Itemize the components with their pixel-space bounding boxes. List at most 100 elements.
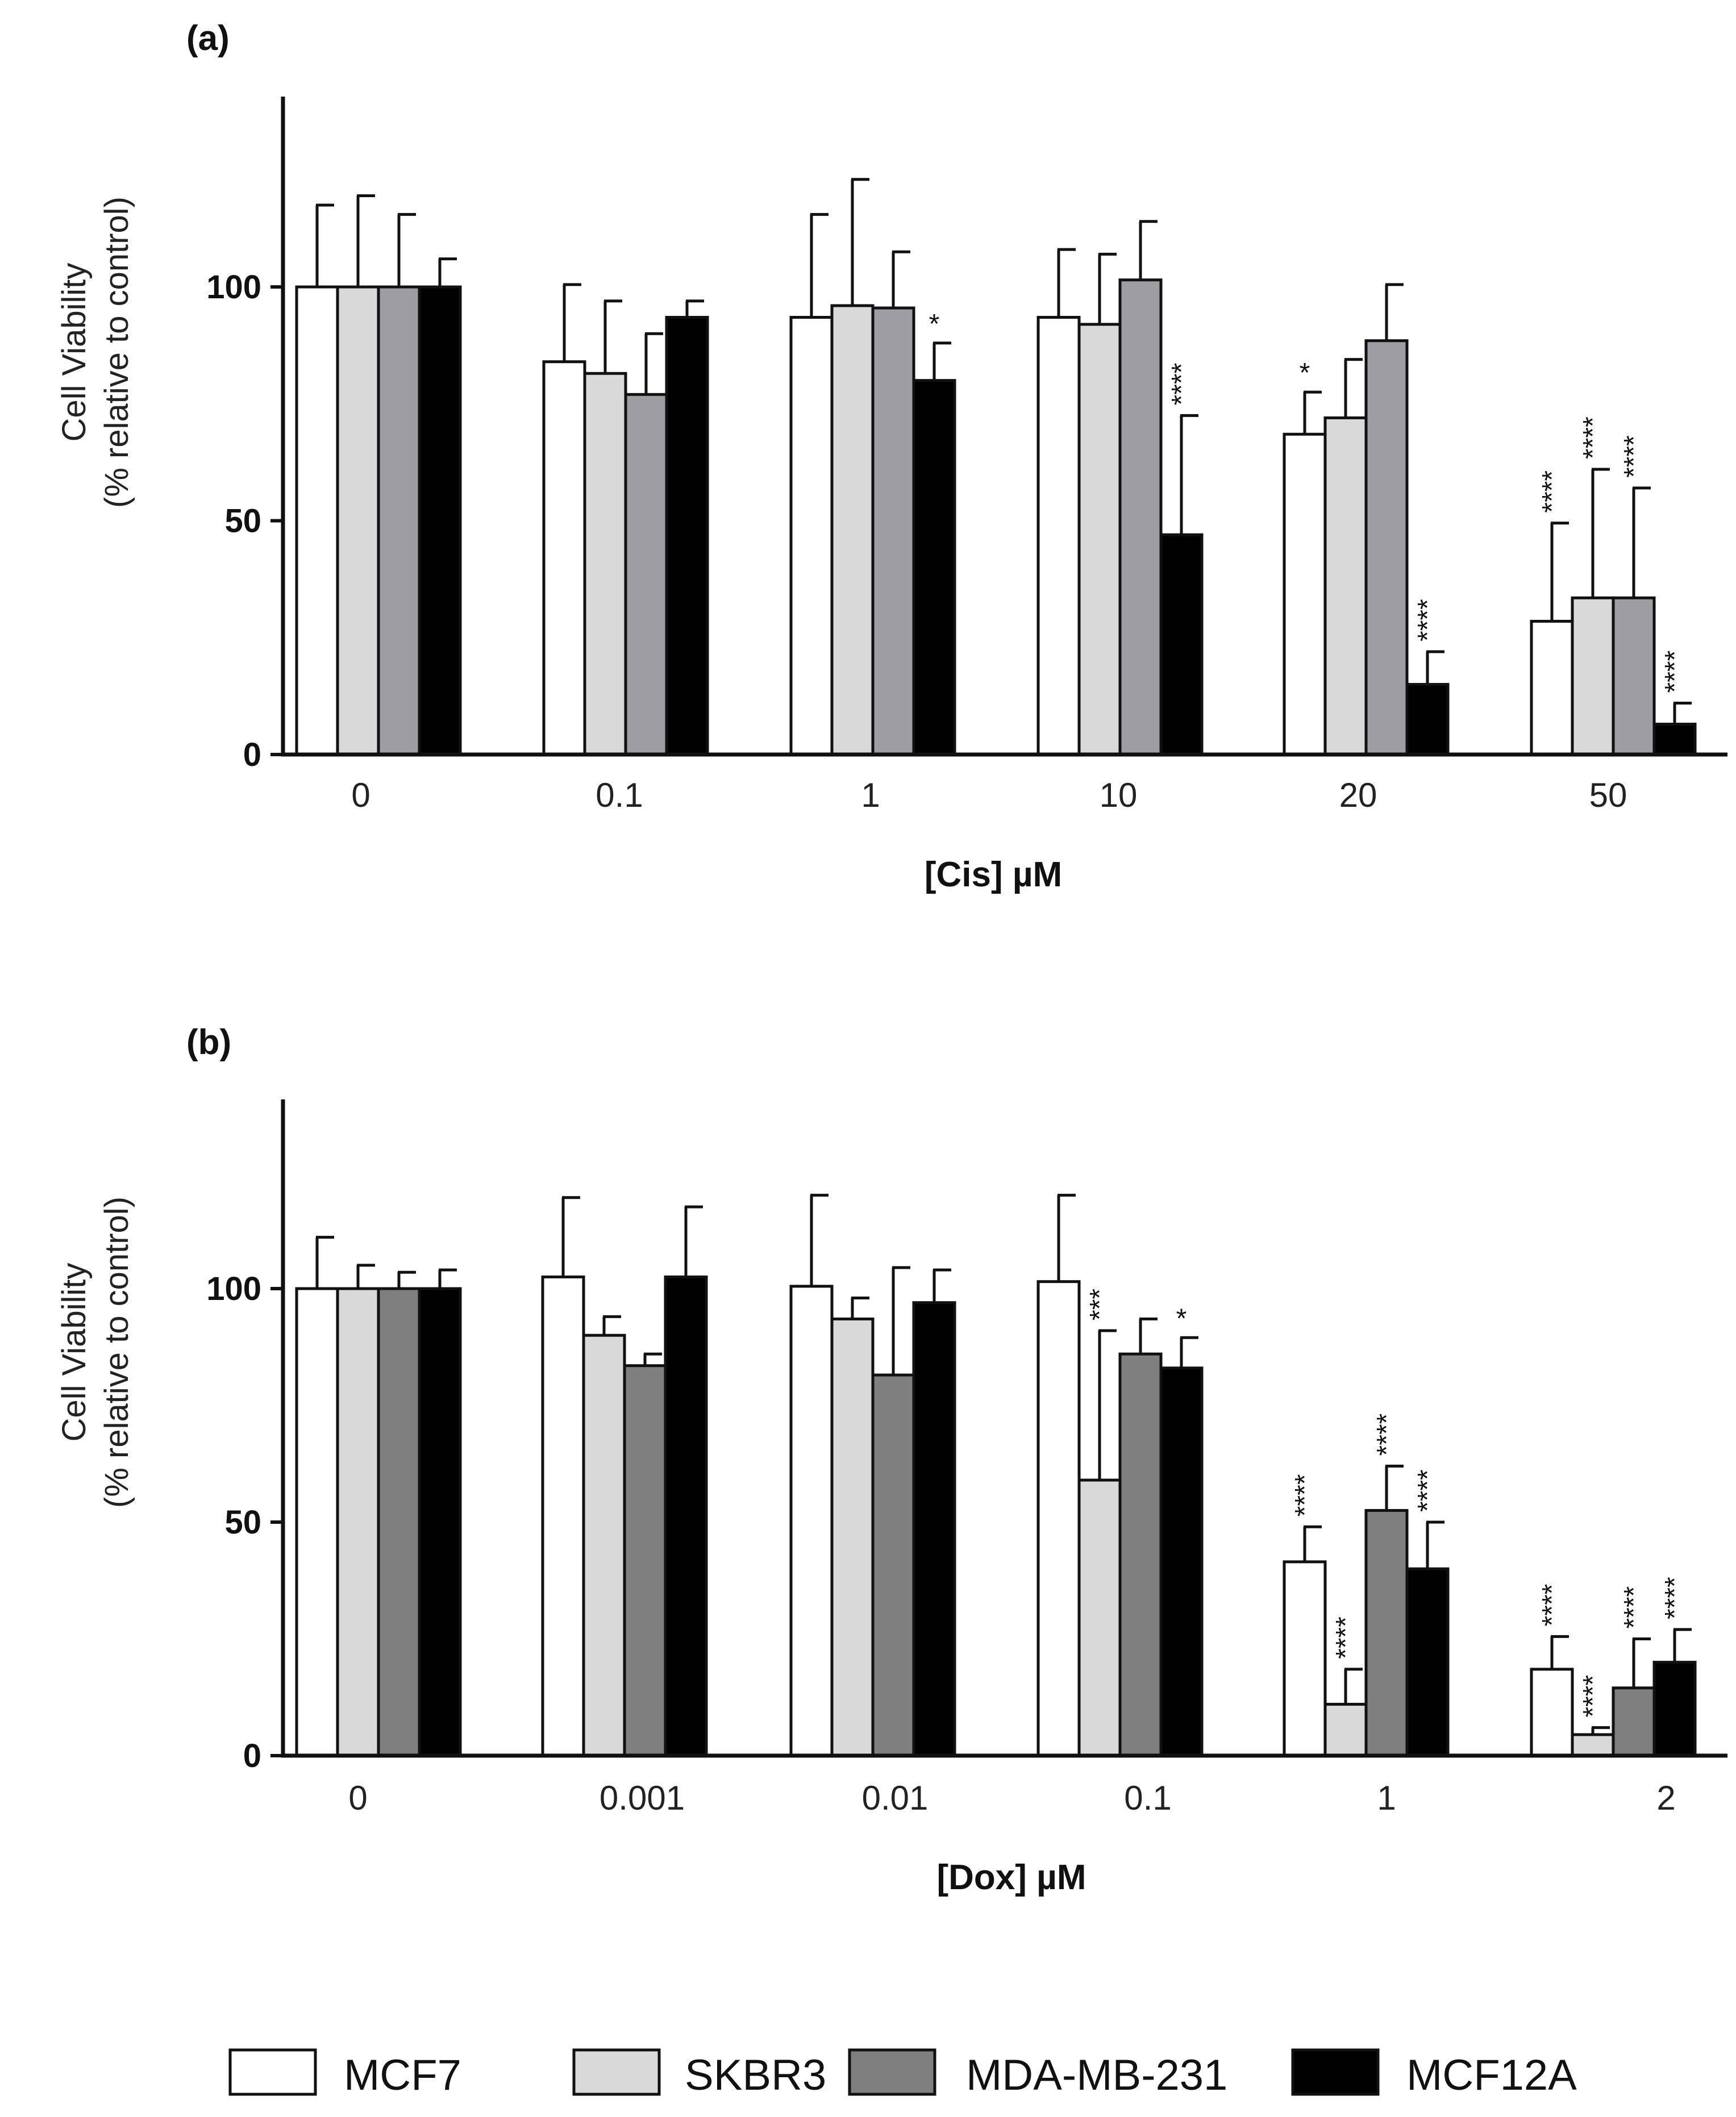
panel-b-bar-mda-mb-231-1 bbox=[623, 1364, 667, 1757]
panel-b-ytick-label-0: 0 bbox=[243, 1737, 261, 1774]
panel-a-xlabel: [Cis] µM bbox=[925, 855, 1062, 894]
panel-b-bar-skbr3-2 bbox=[830, 1317, 875, 1757]
panel-b-sig-mcf12a-5: **** bbox=[1660, 1577, 1690, 1619]
panel-b-xlabel: [Dox] µM bbox=[936, 1858, 1086, 1897]
panel-a-bar-mcf12a-1 bbox=[665, 315, 709, 756]
panel-b-bar-mda-mb-231-3 bbox=[1118, 1352, 1163, 1757]
panel-b-xtick-label-5: 2 bbox=[1656, 1779, 1675, 1817]
panel-a-bar-skbr3-4 bbox=[1323, 416, 1368, 756]
panel-b-ytick-label-50: 50 bbox=[224, 1504, 261, 1541]
panel-a-ylabel-line1: Cell Viability bbox=[56, 263, 93, 442]
panel-b-xtick-label-1: 0.001 bbox=[600, 1779, 685, 1817]
panel-b-bar-mda-mb-231-4 bbox=[1364, 1508, 1409, 1757]
panel-b-bar-mcf12a-3 bbox=[1159, 1366, 1204, 1757]
panel-a-xtick-label-5: 50 bbox=[1589, 776, 1627, 814]
panel-b-bar-skbr3-1 bbox=[582, 1333, 626, 1757]
panel-b-bar-mcf7-4 bbox=[1283, 1560, 1327, 1757]
panel-a-bar-mcf7-2 bbox=[789, 315, 834, 756]
panel-a-ytick-label-100: 100 bbox=[206, 269, 261, 306]
panel-b-bar-mcf7-3 bbox=[1036, 1280, 1081, 1757]
panel-b-bar-mcf7-0 bbox=[295, 1287, 339, 1757]
panel-b-bar-skbr3-3 bbox=[1077, 1478, 1122, 1757]
panel-b-sig-mda-mb-231-5: **** bbox=[1619, 1586, 1649, 1629]
panel-a-sig-mcf7-5: **** bbox=[1537, 470, 1567, 513]
panel-b-bar-mda-mb-231-0 bbox=[377, 1287, 421, 1757]
panel-a-ylabel-line2: (% relative to control) bbox=[98, 197, 135, 508]
panel-a-bar-mcf12a-3 bbox=[1159, 533, 1204, 756]
panel-a-ytick-label-0: 0 bbox=[243, 736, 261, 773]
panel-a-bar-mcf12a-5 bbox=[1652, 723, 1697, 756]
panel-a-sig-mda-mb-231-5: **** bbox=[1619, 435, 1649, 478]
panel-a-xtick-label-4: 20 bbox=[1339, 776, 1377, 814]
panel-b-sig-mcf12a-3: * bbox=[1176, 1303, 1187, 1333]
panel-a-bar-mcf12a-0 bbox=[418, 285, 462, 756]
panel-b-bar-mda-mb-231-2 bbox=[871, 1373, 915, 1757]
panel-b-bar-skbr3-5 bbox=[1571, 1733, 1615, 1757]
panel-a-bar-mda-mb-231-3 bbox=[1118, 278, 1163, 756]
panel-b-xtick-label-0: 0 bbox=[348, 1779, 367, 1817]
panel-b-bar-mcf12a-5 bbox=[1652, 1661, 1697, 1757]
panel-b-sig-mcf7-5: **** bbox=[1537, 1584, 1567, 1627]
panel-b-xtick-label-3: 0.1 bbox=[1124, 1779, 1171, 1817]
legend-label-skbr3: SKBR3 bbox=[685, 2051, 826, 2099]
panel-a-sig-mcf12a-4: **** bbox=[1413, 599, 1443, 641]
panel-a-bar-mcf7-4 bbox=[1283, 432, 1327, 756]
panel-a-bar-mcf7-3 bbox=[1036, 315, 1081, 756]
panel-b-sig-mcf7-4: **** bbox=[1290, 1474, 1320, 1517]
panel-b-label: (b) bbox=[186, 1023, 231, 1062]
panel-b-xtick-label-2: 0.01 bbox=[862, 1779, 929, 1817]
panel-a-bar-mcf12a-4 bbox=[1405, 683, 1450, 756]
panel-a-xtick-label-3: 10 bbox=[1100, 776, 1138, 814]
panel-a-bar-mda-mb-231-5 bbox=[1612, 596, 1656, 756]
panel-b-sig-skbr3-4: **** bbox=[1331, 1616, 1361, 1659]
panel-a-sig-skbr3-5: **** bbox=[1578, 416, 1608, 459]
panel-b-sig-skbr3-3: *** bbox=[1085, 1289, 1115, 1320]
panel-b-plot-area: ************************************0501… bbox=[206, 1099, 1727, 1817]
panel-a-bar-mcf7-1 bbox=[542, 360, 586, 756]
panel-b-sig-mcf12a-4: **** bbox=[1413, 1469, 1443, 1512]
legend-swatch-mcf7 bbox=[228, 2048, 317, 2096]
panel-a-bar-skbr3-0 bbox=[336, 285, 380, 756]
panel-b-bar-mcf7-5 bbox=[1530, 1668, 1574, 1757]
panel-a-bar-skbr3-1 bbox=[583, 372, 627, 756]
panel-a-bar-skbr3-3 bbox=[1077, 323, 1122, 756]
panel-a-bar-mda-mb-231-0 bbox=[377, 285, 421, 756]
panel-a-sig-mcf12a-2: * bbox=[929, 309, 940, 339]
panel-a-label: (a) bbox=[186, 19, 230, 58]
panel-a-sig-mcf12a-3: **** bbox=[1167, 363, 1197, 406]
panel-b-chart: (b) Cell Viability (% relative to contro… bbox=[56, 1023, 1727, 1897]
legend-swatch-mda-mb-231 bbox=[848, 2048, 936, 2096]
legend: MCF7 SKBR3 MDA-MB-231 MCF12A bbox=[228, 2048, 1577, 2099]
panel-a-xtick-label-1: 0.1 bbox=[596, 776, 643, 814]
legend-swatch-skbr3 bbox=[572, 2048, 661, 2096]
legend-swatch-mcf12a bbox=[1291, 2048, 1380, 2096]
panel-a-xtick-label-2: 1 bbox=[861, 776, 880, 814]
panel-b-ylabel-line2: (% relative to control) bbox=[98, 1197, 135, 1508]
panel-a-ytick-label-50: 50 bbox=[224, 503, 261, 540]
panel-a-bar-mda-mb-231-1 bbox=[624, 393, 668, 756]
panel-a-bar-mcf7-5 bbox=[1530, 619, 1574, 756]
panel-b-bar-mcf12a-0 bbox=[418, 1287, 462, 1757]
panel-b-ylabel-line1: Cell Viability bbox=[56, 1263, 93, 1442]
panel-b-bar-mcf7-1 bbox=[541, 1275, 585, 1757]
panel-a-sig-mcf7-4: * bbox=[1300, 358, 1310, 388]
legend-label-mda-mb-231: MDA-MB-231 bbox=[966, 2051, 1227, 2099]
panel-a-bar-mcf7-0 bbox=[295, 285, 339, 756]
panel-a-bar-mda-mb-231-2 bbox=[871, 306, 915, 756]
panel-a-bar-mda-mb-231-4 bbox=[1364, 339, 1409, 756]
panel-b-bar-mcf7-2 bbox=[789, 1285, 834, 1757]
panel-b-xtick-label-4: 1 bbox=[1377, 1779, 1396, 1817]
panel-a-xtick-label-0: 0 bbox=[351, 776, 370, 814]
panel-b-sig-mda-mb-231-4: **** bbox=[1372, 1414, 1402, 1456]
panel-a-chart: (a) Cell Viability (% relative to contro… bbox=[56, 19, 1727, 894]
panel-b-sig-skbr3-5: **** bbox=[1578, 1675, 1608, 1718]
panel-a-bar-mcf12a-2 bbox=[912, 379, 956, 756]
panel-b-ytick-label-100: 100 bbox=[206, 1270, 261, 1307]
panel-a-bar-skbr3-5 bbox=[1571, 596, 1615, 756]
panel-b-bar-mda-mb-231-5 bbox=[1612, 1686, 1656, 1757]
legend-label-mcf7: MCF7 bbox=[344, 2051, 461, 2099]
panel-b-bar-mcf12a-2 bbox=[912, 1301, 956, 1757]
panel-b-bar-skbr3-4 bbox=[1323, 1703, 1368, 1757]
